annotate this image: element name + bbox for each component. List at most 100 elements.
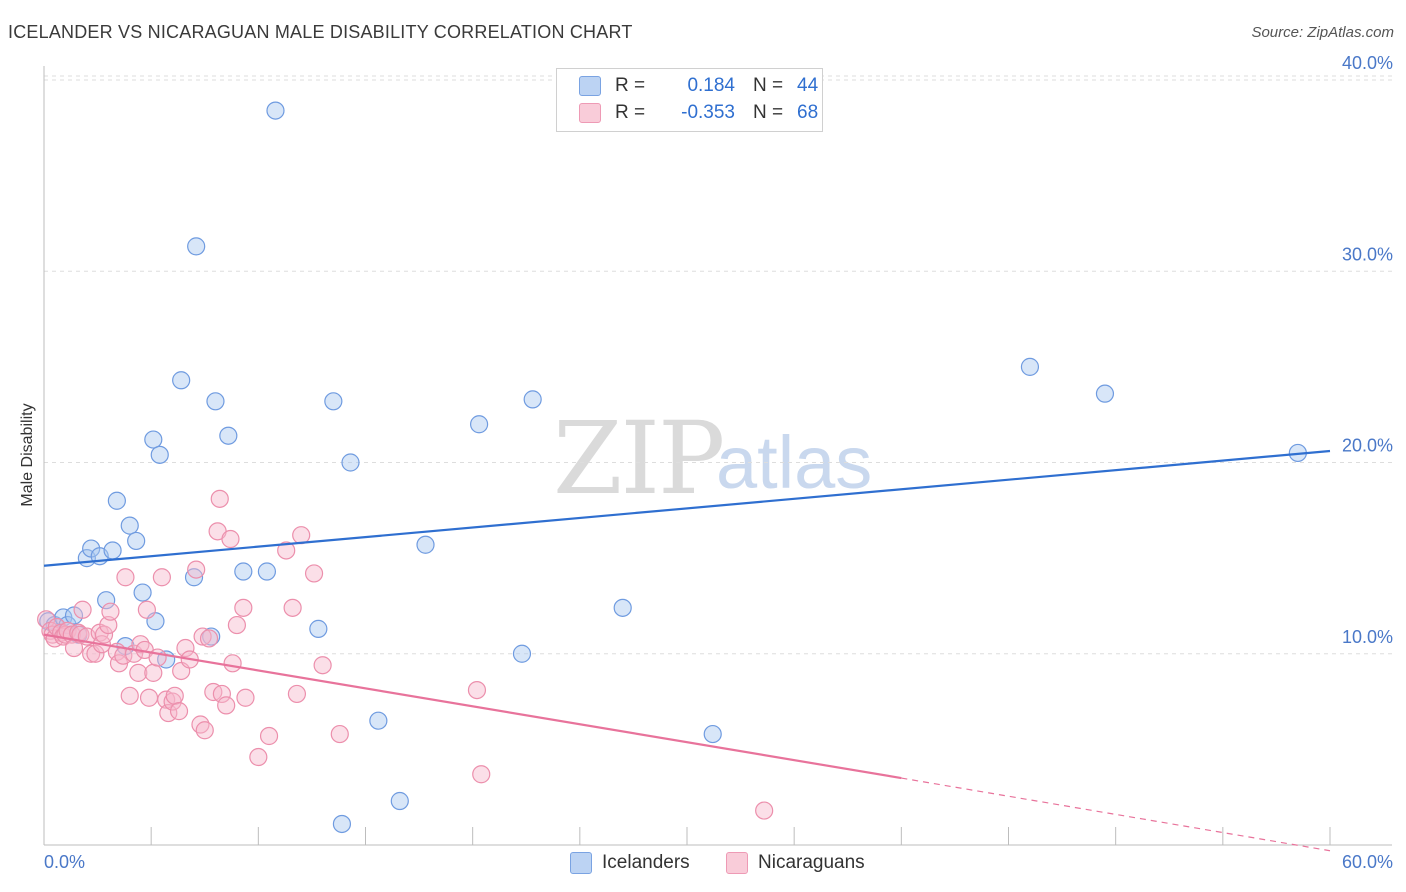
point-nicaraguan	[287, 684, 307, 704]
bottom-legend-label-pink: Nicaraguans	[758, 852, 865, 873]
tick-labels: 10.0% 20.0% 30.0% 40.0% 0.0% 60.0%	[44, 53, 1393, 872]
y-tick-label: 10.0%	[1342, 627, 1393, 647]
y-tick-label: 20.0%	[1342, 436, 1393, 456]
point-icelander	[341, 453, 360, 472]
source-label: Source: ZipAtlas.com	[1251, 24, 1394, 41]
point-icelander	[133, 583, 152, 602]
trend-line-icelanders	[43, 449, 1331, 567]
point-nicaraguan	[212, 684, 231, 704]
bottom-legend-nicaraguans: Nicaraguans	[726, 852, 865, 874]
legend-r-label: R =	[615, 102, 646, 123]
point-icelander	[390, 791, 409, 811]
point-nicaraguan	[157, 690, 176, 709]
trend-lines	[43, 449, 1331, 852]
bottom-legend-swatch-pink	[726, 852, 748, 874]
point-icelander	[512, 644, 532, 663]
point-icelander	[150, 445, 169, 464]
point-nicaraguan	[187, 560, 206, 579]
correlation-legend: R = 0.184 N = 44 R = -0.353 N = 68	[556, 68, 823, 132]
legend-r-value-pink: -0.353	[681, 102, 735, 123]
point-nicaraguan	[210, 489, 229, 508]
point-nicaraguan	[467, 680, 487, 700]
y-tick-label: 30.0%	[1342, 244, 1393, 264]
point-nicaraguan	[169, 702, 189, 721]
point-nicaraguan	[94, 625, 114, 644]
point-icelander	[107, 491, 126, 510]
point-icelander	[613, 598, 632, 617]
point-nicaraguan	[304, 564, 324, 583]
point-icelander	[206, 392, 225, 411]
legend-n-label: N =	[753, 75, 784, 96]
point-nicaraguan	[139, 688, 159, 707]
legend-n-value-blue: 44	[797, 75, 819, 96]
point-icelander	[1020, 357, 1040, 376]
point-nicaraguan	[755, 801, 774, 820]
point-nicaraguan	[152, 568, 171, 587]
point-nicaraguan	[221, 529, 240, 549]
point-icelander	[127, 531, 146, 551]
legend-r-label: R =	[615, 75, 646, 96]
x-tick-label-max: 60.0%	[1342, 852, 1393, 872]
point-icelander	[1095, 384, 1115, 403]
watermark-zip: ZIP	[553, 400, 725, 517]
point-nicaraguan	[144, 663, 163, 682]
point-icelander	[332, 814, 352, 834]
point-nicaraguan	[234, 598, 253, 617]
series-icelanders	[39, 101, 1307, 834]
point-nicaraguan	[71, 625, 90, 644]
point-icelander	[309, 619, 328, 638]
point-nicaraguan	[249, 747, 268, 767]
point-nicaraguan	[137, 600, 156, 619]
bottom-legend-label-blue: Icelanders	[602, 852, 690, 873]
point-nicaraguan	[73, 600, 92, 619]
legend-swatch-blue	[579, 76, 601, 96]
point-icelander	[172, 371, 191, 390]
point-nicaraguan	[116, 568, 135, 587]
point-nicaraguan	[277, 541, 296, 560]
point-icelander	[469, 415, 489, 434]
point-nicaraguan	[217, 696, 236, 715]
point-nicaraguan	[223, 654, 242, 673]
legend-n-value-pink: 68	[797, 102, 819, 123]
point-icelander	[266, 101, 285, 120]
point-nicaraguan	[227, 615, 246, 635]
legend-n-label: N =	[753, 102, 784, 123]
axes	[43, 66, 1392, 846]
point-icelander	[120, 516, 139, 535]
bottom-legend-swatch-blue	[570, 852, 592, 874]
legend-row-icelanders: R = 0.184 N = 44	[579, 75, 818, 97]
legend-swatch-pink	[579, 103, 601, 123]
point-icelander	[416, 535, 435, 554]
point-nicaraguan	[472, 765, 491, 784]
series-nicaraguans	[37, 489, 774, 820]
legend-row-nicaraguans: R = -0.353 N = 68	[579, 102, 818, 124]
point-icelander	[187, 237, 206, 256]
bottom-legend-icelanders: Icelanders	[570, 852, 690, 874]
point-nicaraguan	[129, 663, 148, 682]
point-icelander	[219, 426, 238, 445]
point-nicaraguan	[330, 724, 349, 744]
point-icelander	[257, 562, 277, 581]
point-icelander	[144, 430, 163, 449]
point-nicaraguan	[99, 615, 118, 635]
legend-r-value-blue: 0.184	[687, 75, 735, 96]
point-nicaraguan	[86, 644, 105, 663]
point-nicaraguan	[193, 627, 212, 646]
point-nicaraguan	[236, 688, 255, 707]
point-icelander	[369, 711, 388, 730]
point-icelander	[523, 390, 542, 409]
point-nicaraguan	[199, 629, 219, 648]
point-nicaraguan	[283, 598, 302, 617]
chart-title: ICELANDER VS NICARAGUAN MALE DISABILITY …	[8, 22, 633, 42]
point-nicaraguan	[120, 686, 139, 705]
point-icelander	[703, 724, 722, 744]
point-nicaraguan	[101, 602, 120, 621]
point-nicaraguan	[195, 721, 214, 740]
point-nicaraguan	[313, 656, 332, 675]
point-icelander	[97, 591, 116, 610]
trend-line-nicaraguans	[43, 633, 902, 780]
x-tick-label-min: 0.0%	[44, 852, 85, 872]
point-icelander	[324, 392, 343, 411]
point-nicaraguan	[292, 526, 311, 545]
